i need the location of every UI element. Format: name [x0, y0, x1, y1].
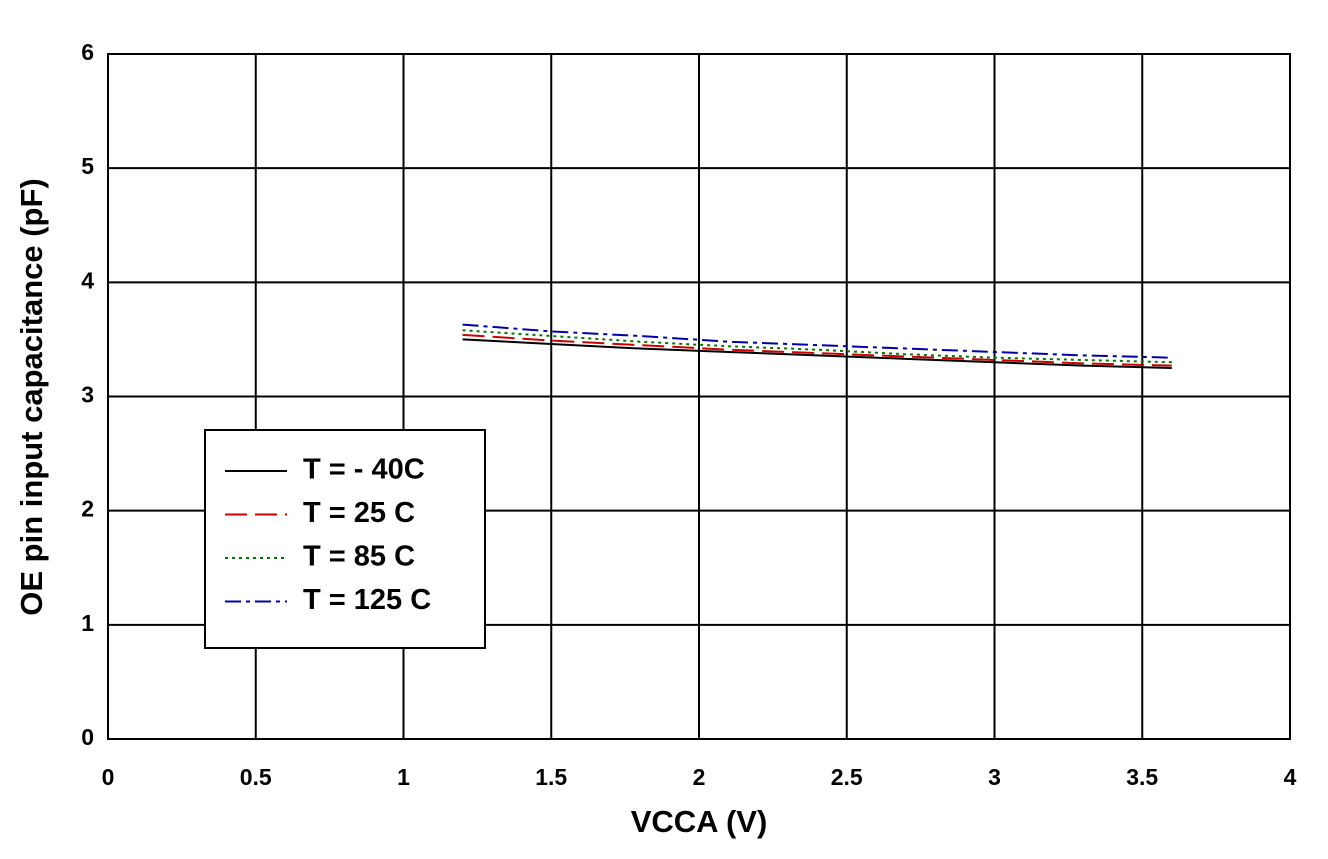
legend-label: T = 85 C: [303, 541, 415, 573]
y-axis-title: OE pin input capacitance (pF): [14, 178, 49, 615]
y-tick-label: 6: [81, 39, 94, 65]
x-tick-label: 1.5: [535, 764, 567, 790]
series-line: [462, 338, 1172, 369]
y-tick-label: 3: [81, 382, 94, 408]
y-tick-label: 2: [81, 496, 94, 522]
x-tick-label: 1: [397, 764, 410, 790]
y-tick-label: 0: [81, 724, 94, 750]
legend-label: T = 125 C: [303, 584, 431, 616]
series-line: [462, 323, 1172, 359]
legend-box: [204, 429, 486, 649]
y-tick-label: 4: [81, 267, 94, 293]
y-tick-label: 1: [81, 610, 94, 636]
legend-label: T = - 40C: [303, 454, 425, 486]
plot-frame: [107, 53, 1291, 740]
y-tick-label: 5: [81, 153, 94, 179]
legend-label: T = 25 C: [303, 497, 415, 529]
x-tick-label: 3: [988, 764, 1001, 790]
x-axis-title: VCCA (V): [631, 804, 768, 839]
legend: T = - 40C T = 25 C T = 85 C T = 125 C: [204, 429, 486, 649]
series-line: [462, 329, 1172, 364]
x-tick-label: 2.5: [831, 764, 863, 790]
x-tick-label: 4: [1284, 764, 1297, 790]
x-tick-label: 0.5: [240, 764, 272, 790]
x-tick-label: 2: [693, 764, 706, 790]
series-line: [462, 333, 1172, 367]
x-tick-label: 0: [102, 764, 115, 790]
x-tick-label: 3.5: [1126, 764, 1158, 790]
